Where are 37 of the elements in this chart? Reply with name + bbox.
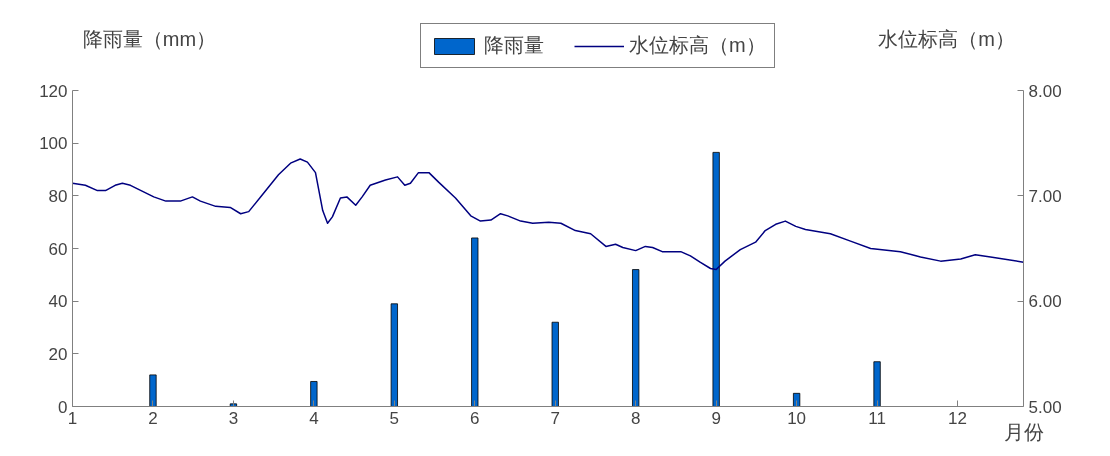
x-tick-label: 8 [630,408,641,428]
bar [390,303,398,407]
x-tick-label: 10 [787,408,807,428]
legend-label: 降雨量 [484,33,544,58]
bar [712,151,720,407]
bar [149,374,157,407]
y-tick-label: 60 [48,239,68,259]
y-tick-label: 0 [58,397,68,417]
y-axis-title: 降雨量（mm） [82,27,217,50]
line-series [72,158,1024,271]
legend-label: 水位标高（m） [629,33,766,58]
x-tick-label: 5 [389,408,400,428]
x-tick-label: 12 [948,408,967,428]
y2-tick-label: 8.00 [1028,81,1062,101]
y-tick-label: 20 [48,344,68,364]
y-tick-label: 120 [39,81,68,101]
x-tick-label: 6 [470,408,480,428]
y-tick-label: 100 [39,134,68,154]
bar [471,237,479,407]
y2-axis-title: 水位标高（m） [878,27,1015,50]
y-tick-label: 40 [48,292,68,312]
y2-tick-label: 5.00 [1028,397,1062,417]
x-tick-label: 11 [868,408,886,428]
x-tick-label: 3 [228,408,239,428]
bar [873,361,881,407]
x-tick-label: 1 [67,408,78,428]
y2-tick-label: 6.00 [1028,292,1062,312]
x-tick-label: 4 [309,408,319,428]
x-tick-label: 9 [711,408,721,428]
x-tick-label: 7 [550,408,560,428]
bar [632,269,640,407]
bar [310,381,318,407]
x-axis-title: 月份 [1003,420,1044,443]
y-tick-label: 80 [48,186,68,206]
y2-tick-label: 7.00 [1028,186,1062,206]
bar [551,321,559,407]
x-tick-label: 2 [148,408,158,428]
